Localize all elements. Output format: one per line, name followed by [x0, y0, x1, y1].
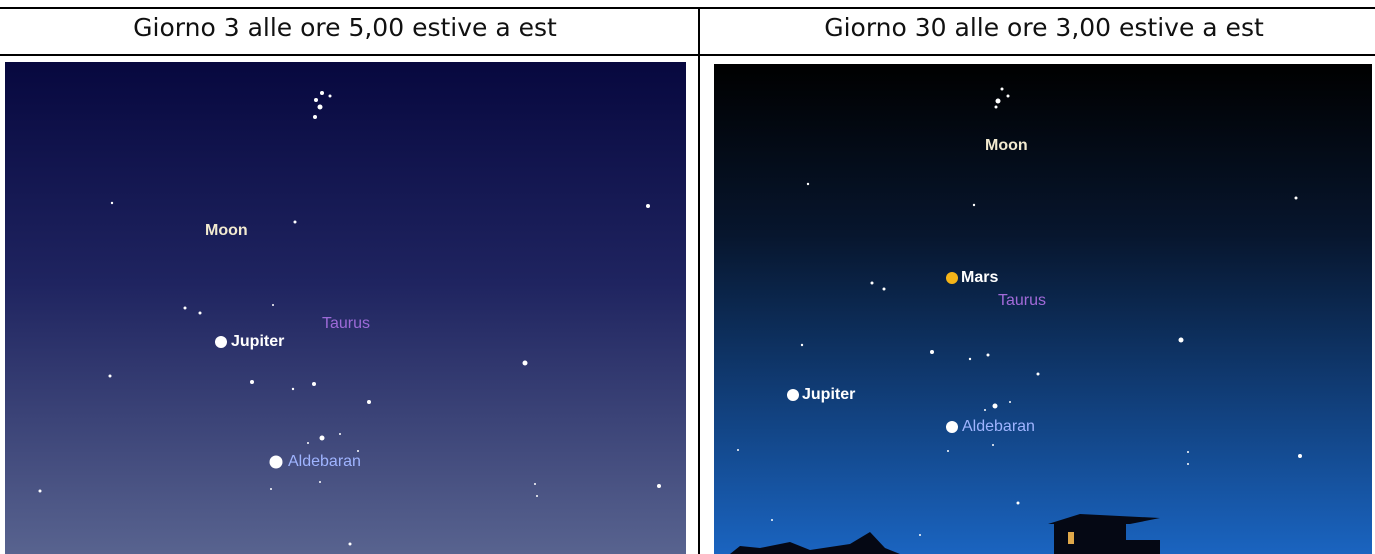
star [1187, 463, 1189, 465]
star [312, 382, 316, 386]
star [109, 375, 112, 378]
star [1009, 401, 1011, 403]
star [1001, 88, 1004, 91]
sky-label: Jupiter [231, 333, 284, 350]
star [1037, 373, 1040, 376]
star [930, 350, 934, 354]
star [367, 400, 371, 404]
star [771, 519, 773, 521]
star [646, 204, 650, 208]
sky-label: Moon [985, 137, 1028, 154]
star [111, 202, 113, 204]
star [272, 304, 274, 306]
star [995, 106, 998, 109]
sky-label: Moon [205, 222, 248, 239]
planet-dot [215, 336, 227, 348]
star [250, 380, 254, 384]
page: Giorno 3 alle ore 5,00 estive a est Gior… [0, 0, 1375, 554]
star [993, 404, 998, 409]
star [534, 483, 536, 485]
star [319, 481, 321, 483]
star [320, 91, 324, 95]
sky-label: Aldebaran [288, 453, 361, 470]
star [184, 307, 187, 310]
star [801, 344, 803, 346]
star [1298, 454, 1302, 458]
star [270, 488, 272, 490]
star [992, 444, 994, 446]
header-cell: Giorno 30 alle ore 3,00 estive a est [824, 13, 1264, 42]
star [339, 433, 341, 435]
star [996, 99, 1001, 104]
star [199, 312, 202, 315]
star [871, 282, 874, 285]
star [39, 490, 42, 493]
star [314, 98, 318, 102]
star [1295, 197, 1298, 200]
star [318, 105, 323, 110]
sky-label: Taurus [322, 315, 370, 332]
star [657, 484, 661, 488]
star [1007, 95, 1010, 98]
star [292, 388, 294, 390]
star [536, 495, 538, 497]
sky-label: Aldebaran [962, 418, 1035, 435]
star [313, 115, 317, 119]
sky-label: Jupiter [802, 386, 855, 403]
star [987, 354, 990, 357]
star [357, 450, 359, 452]
header-cell: Giorno 3 alle ore 5,00 estive a est [133, 13, 557, 42]
star [883, 288, 886, 291]
planet-dot [787, 389, 799, 401]
star [973, 204, 975, 206]
star [349, 543, 352, 546]
planet-dot [946, 272, 958, 284]
star [1187, 451, 1189, 453]
star [307, 442, 309, 444]
star [984, 409, 986, 411]
sky-image [5, 62, 686, 554]
star [969, 358, 971, 360]
star [329, 95, 332, 98]
star [320, 436, 325, 441]
star [807, 183, 809, 185]
star [1017, 502, 1020, 505]
star [919, 534, 921, 536]
star [294, 221, 297, 224]
star [947, 450, 949, 452]
star-dot [946, 421, 958, 433]
star-dot [270, 456, 283, 469]
star [1179, 338, 1184, 343]
star [523, 361, 528, 366]
sky-label: Mars [961, 269, 998, 286]
window [1068, 532, 1074, 544]
star [737, 449, 739, 451]
sky-label: Taurus [998, 292, 1046, 309]
